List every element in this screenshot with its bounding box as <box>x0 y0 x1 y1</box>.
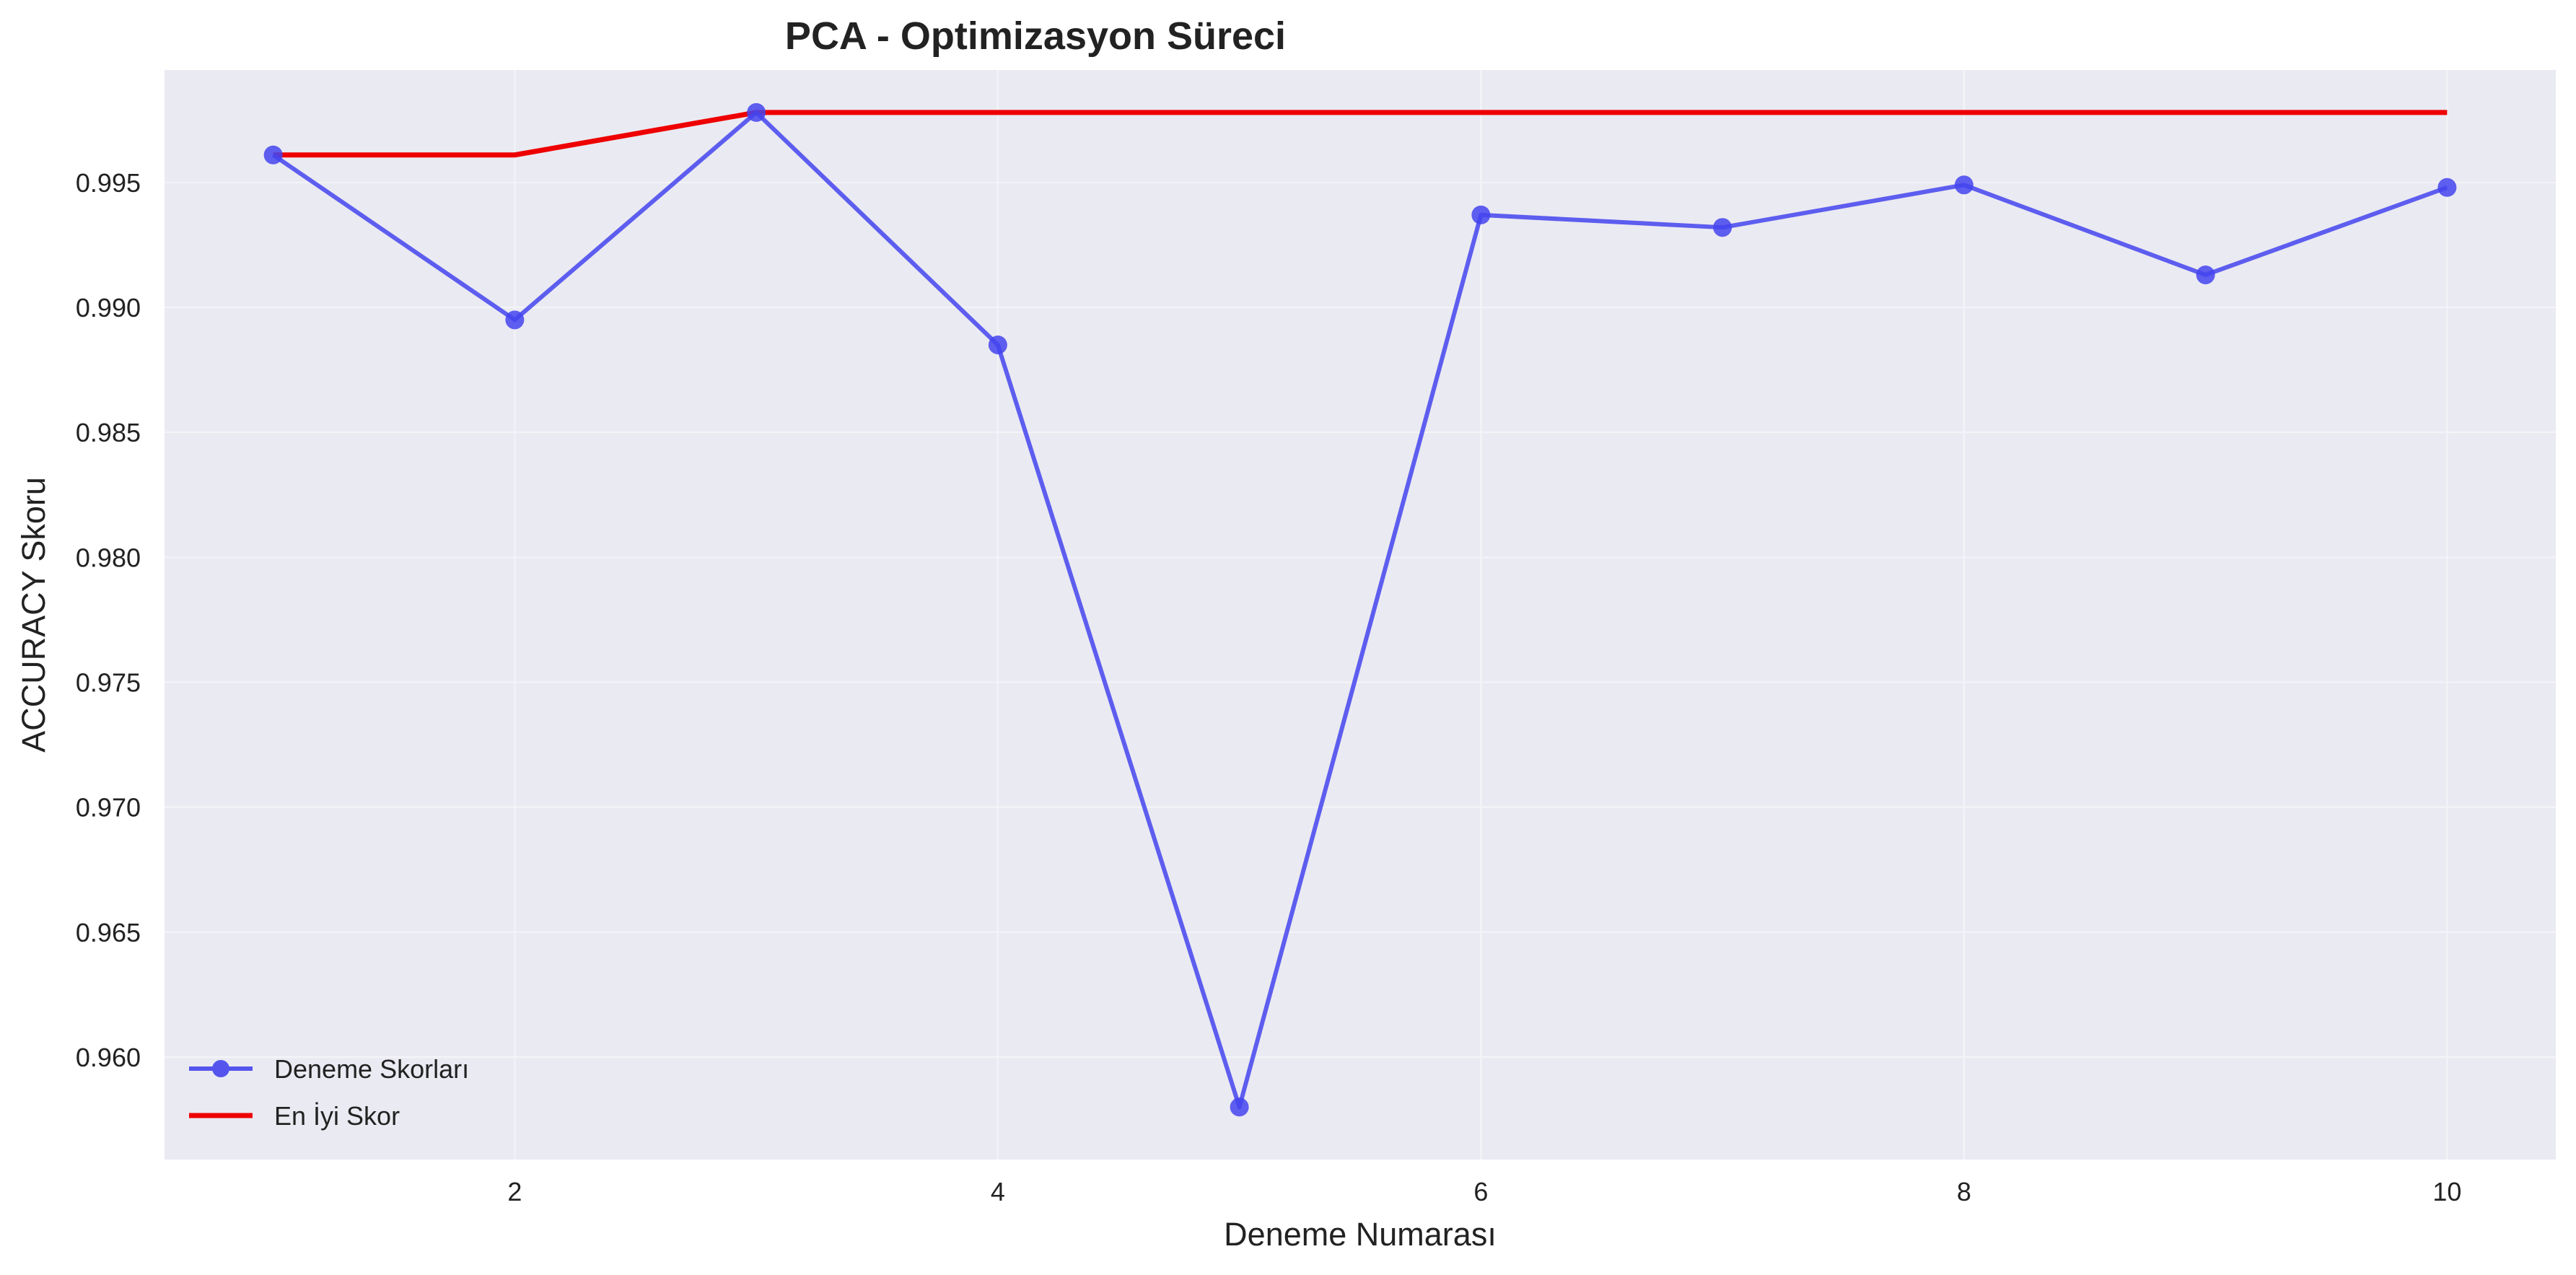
data-point-deneme-skorlari <box>1471 205 1491 224</box>
grid-lines <box>165 70 2556 1160</box>
legend-marker-deneme-skorlari <box>212 1060 229 1077</box>
data-point-deneme-skorlari <box>2196 265 2215 284</box>
series-line-en-iyi-skor <box>273 110 2448 158</box>
plot-area <box>165 70 2556 1160</box>
x-tick-label: 6 <box>1473 1177 1488 1206</box>
x-tick-label: 2 <box>507 1177 522 1206</box>
y-tick-label: 0.975 <box>76 668 141 698</box>
data-point-deneme-skorlari <box>1713 218 1732 237</box>
y-tick-label: 0.960 <box>76 1043 141 1072</box>
y-tick-label: 0.995 <box>76 168 141 198</box>
x-tick-label: 4 <box>991 1177 1005 1206</box>
legend: Deneme Skorları En İyi Skor <box>189 1054 469 1131</box>
y-axis-label: ACCURACY Skoru <box>15 477 52 753</box>
legend-label-en-iyi-skor: En İyi Skor <box>274 1101 400 1131</box>
y-tick-label: 0.970 <box>76 793 141 823</box>
data-point-deneme-skorlari <box>988 335 1007 354</box>
series-layer <box>263 102 2457 1117</box>
tick-labels: 2 4 6 8 10 0.960 0.965 0.970 0.975 0.980 0.985 0.99… <box>76 168 2461 1206</box>
data-point-deneme-skorlari <box>2437 178 2457 197</box>
data-point-deneme-skorlari <box>1954 175 1973 195</box>
y-tick-label: 0.965 <box>76 918 141 947</box>
series-line-deneme-skorlari <box>271 110 2448 1110</box>
y-tick-label: 0.990 <box>76 293 141 323</box>
legend-label-deneme-skorlari: Deneme Skorları <box>274 1054 469 1084</box>
chart-title: PCA - Optimizasyon Süreci <box>785 14 1286 58</box>
y-tick-label: 0.985 <box>76 418 141 447</box>
x-axis-label: Deneme Numarası <box>1224 1216 1497 1253</box>
data-point-deneme-skorlari <box>263 145 283 165</box>
x-tick-label: 8 <box>1957 1177 1971 1206</box>
data-point-deneme-skorlari <box>747 102 766 122</box>
data-point-deneme-skorlari <box>505 310 525 330</box>
y-tick-label: 0.980 <box>76 543 141 572</box>
data-point-deneme-skorlari <box>1230 1097 1249 1117</box>
x-tick-label: 10 <box>2432 1177 2461 1206</box>
